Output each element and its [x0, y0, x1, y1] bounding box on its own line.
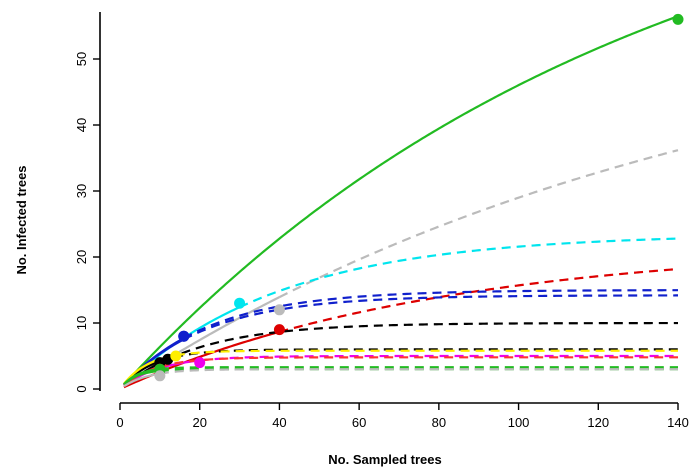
x-tick-label: 40 — [272, 415, 286, 430]
series-9-observed-point — [194, 357, 206, 369]
series-11-extrapolated-line — [159, 366, 678, 371]
series-1-observed-point — [273, 304, 285, 316]
x-axis-label: No. Sampled trees — [328, 452, 441, 467]
x-tick-label: 60 — [352, 415, 366, 430]
x-tick-label: 20 — [192, 415, 206, 430]
x-tick-label: 140 — [667, 415, 689, 430]
series-5-observed-point — [178, 330, 190, 342]
y-tick-label: 40 — [74, 118, 89, 132]
y-tick-label: 0 — [74, 385, 89, 392]
series-13-observed-point — [154, 370, 166, 382]
series-13-extrapolated-line — [159, 368, 678, 375]
series-5-extrapolated-line — [183, 294, 678, 341]
y-tick-label: 50 — [74, 52, 89, 66]
observed-points — [154, 13, 684, 382]
axes: 0 20 40 60 80 100 120 140 0 10 20 30 40 50 — [74, 12, 689, 430]
series-10-extrapolated-line — [159, 356, 678, 368]
y-tick-label: 10 — [74, 316, 89, 330]
x-tick-label: 120 — [587, 415, 609, 430]
y-axis-label: No. Infected trees — [14, 165, 29, 274]
series-0-observed-point — [672, 13, 684, 25]
series-2-observed-point — [234, 297, 246, 309]
series-6-extrapolated-line — [167, 321, 678, 361]
series-2-extrapolated-line — [239, 237, 679, 309]
series-7-extrapolated-line — [159, 348, 678, 363]
series-1-extrapolated-line — [278, 149, 679, 299]
x-tick-label: 0 — [116, 415, 123, 430]
series-8-observed-point — [170, 350, 182, 362]
series-13-observed-line — [123, 372, 161, 388]
series-lines — [123, 15, 679, 389]
x-tick-label: 80 — [432, 415, 446, 430]
series-12-observed-line — [123, 369, 160, 386]
series-0-observed-line — [123, 15, 679, 386]
y-tick-label: 30 — [74, 184, 89, 198]
x-tick-label: 100 — [508, 415, 530, 430]
series-8-extrapolated-line — [175, 349, 678, 357]
y-tick-label: 20 — [74, 250, 89, 264]
series-3-observed-point — [273, 324, 285, 336]
